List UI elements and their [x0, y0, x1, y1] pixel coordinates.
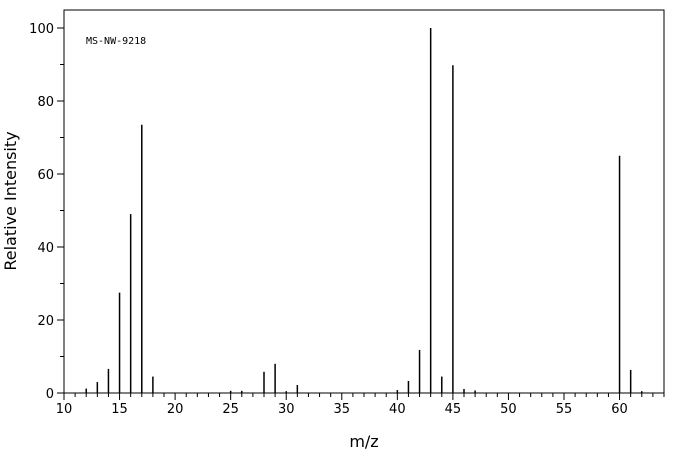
- y-tick-label: 0: [46, 387, 54, 402]
- y-tick-label: 60: [37, 168, 54, 183]
- x-tick-label: 60: [611, 402, 628, 417]
- y-axis-ticks: 0 20 40 60 80 100: [29, 22, 64, 402]
- x-tick-label: 55: [556, 402, 573, 417]
- y-tick-label: 20: [37, 314, 54, 329]
- x-tick-label: 35: [334, 402, 351, 417]
- y-tick-label: 100: [29, 22, 54, 37]
- x-tick-label: 50: [500, 402, 517, 417]
- x-tick-label: 30: [278, 402, 295, 417]
- x-tick-label: 15: [111, 402, 128, 417]
- plot-frame: [63, 9, 665, 394]
- x-tick-label: 10: [56, 402, 73, 417]
- y-axis-title: Relative Intensity: [1, 131, 20, 270]
- x-axis-ticks: 10 15 20 25 30 35 40 45 50 55 60: [56, 393, 665, 417]
- spectrum-id-label: MS-NW-9218: [86, 36, 146, 47]
- y-tick-label: 40: [37, 241, 54, 256]
- x-tick-label: 20: [167, 402, 184, 417]
- x-axis-title: m/z: [349, 432, 378, 451]
- x-tick-label: 25: [222, 402, 239, 417]
- spectrum-peaks: [85, 28, 643, 393]
- y-tick-label: 80: [37, 95, 54, 110]
- x-tick-label: 45: [445, 402, 462, 417]
- x-tick-label: 40: [389, 402, 406, 417]
